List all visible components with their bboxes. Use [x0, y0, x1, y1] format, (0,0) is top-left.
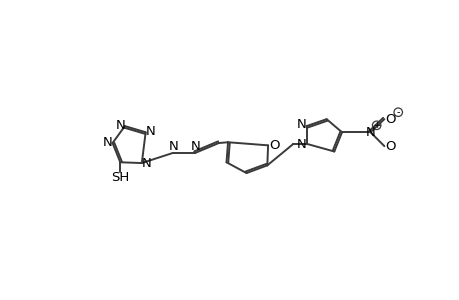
Text: O: O: [385, 140, 395, 153]
Text: +: +: [372, 121, 380, 130]
Text: N: N: [145, 125, 155, 138]
Text: O: O: [269, 139, 279, 152]
Text: O: O: [385, 113, 395, 126]
Text: N: N: [115, 119, 125, 132]
Text: N: N: [296, 138, 305, 151]
Text: N: N: [168, 140, 178, 153]
Text: N: N: [102, 136, 112, 149]
Text: N: N: [365, 126, 375, 139]
Text: -: -: [396, 107, 399, 117]
Text: N: N: [296, 118, 305, 131]
Text: N: N: [190, 140, 200, 153]
Text: SH: SH: [111, 171, 129, 184]
Text: N: N: [141, 157, 151, 170]
